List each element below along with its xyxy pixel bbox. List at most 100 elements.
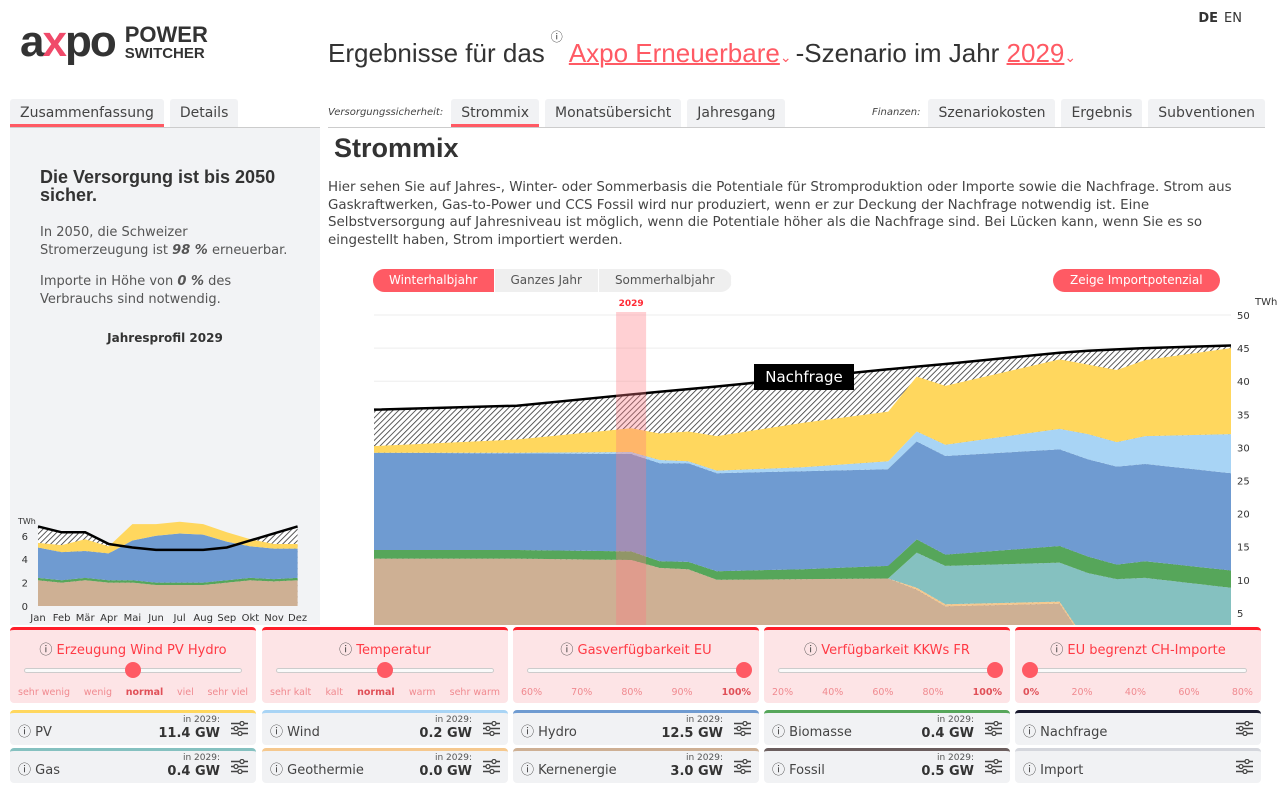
slider-option[interactable]: warm: [408, 687, 436, 698]
info-icon[interactable]: ⓘ: [39, 643, 53, 658]
info-icon[interactable]: ⓘ: [550, 30, 563, 44]
sliders-settings-icon[interactable]: [231, 721, 248, 736]
y-tick-label: 45: [1237, 344, 1250, 355]
page-title: Ergebnisse für dasⓘAxpo Erneuerbare⌄ -Sze…: [328, 30, 1077, 68]
info-icon[interactable]: ⓘ: [270, 725, 284, 740]
slider-option[interactable]: 90%: [671, 687, 693, 698]
chevron-down-icon[interactable]: ⌄: [1064, 49, 1077, 65]
slider-option[interactable]: 80%: [1231, 687, 1253, 698]
slider-track[interactable]: [527, 662, 752, 678]
slider-thumb[interactable]: [377, 662, 393, 678]
period-year[interactable]: Ganzes Jahr: [495, 269, 599, 292]
slider-track[interactable]: [276, 662, 494, 678]
tab-subventionen[interactable]: Subventionen: [1148, 99, 1265, 127]
y-tick-label: 40: [1237, 377, 1250, 388]
slider-option[interactable]: 80%: [922, 687, 944, 698]
slider-option[interactable]: sehr viel: [207, 687, 248, 698]
summary-headline: Die Versorgung ist bis 2050 sicher.: [40, 167, 276, 205]
slider-option[interactable]: 20%: [1071, 687, 1093, 698]
highlight-year-band[interactable]: [616, 312, 647, 625]
info-icon[interactable]: ⓘ: [18, 763, 32, 778]
info-icon[interactable]: ⓘ: [804, 643, 818, 658]
slider-option[interactable]: sehr wenig: [18, 687, 71, 698]
slider-option[interactable]: 40%: [1124, 687, 1147, 698]
slider-thumb[interactable]: [987, 662, 1003, 678]
period-summer[interactable]: Sommerhalbjahr: [599, 269, 732, 292]
tab-szenariokosten[interactable]: Szenariokosten: [928, 99, 1056, 127]
slider-option[interactable]: sehr kalt: [270, 687, 312, 698]
slider-card: ⓘ EU begrenzt CH-Importe 0% 20% 40% 60% 80%: [1015, 627, 1261, 703]
y-tick-label: 5: [1237, 609, 1243, 620]
sliders-settings-icon[interactable]: [985, 759, 1002, 774]
slider-option[interactable]: 0%: [1023, 687, 1040, 698]
main-area-wind: [374, 428, 1231, 474]
tab-monatsuebersicht[interactable]: Monatsübersicht: [545, 99, 682, 127]
info-icon[interactable]: ⓘ: [1023, 763, 1037, 778]
slider-option[interactable]: viel: [177, 687, 194, 698]
info-icon[interactable]: ⓘ: [339, 643, 353, 658]
axpo-power-switcher-logo[interactable]: axpo POWER SWITCHER: [20, 20, 208, 64]
period-winter[interactable]: Winterhalbjahr: [373, 269, 495, 292]
info-icon[interactable]: ⓘ: [521, 725, 535, 740]
main-area-hydro: [374, 441, 1231, 572]
slider-track[interactable]: [778, 662, 1003, 678]
year-select[interactable]: 2029: [1006, 38, 1065, 68]
slider-card: ⓘ Gasverfügbarkeit EU 60% 70% 80% 90% 100%: [513, 627, 759, 703]
info-icon[interactable]: ⓘ: [772, 725, 786, 740]
sliders-settings-icon[interactable]: [985, 721, 1002, 736]
sliders-settings-icon[interactable]: [483, 721, 500, 736]
slider-option[interactable]: 100%: [972, 687, 1002, 698]
info-icon[interactable]: ⓘ: [521, 763, 535, 778]
slider-option[interactable]: 60%: [872, 687, 894, 698]
slider-option[interactable]: wenig: [83, 687, 113, 698]
chevron-down-icon[interactable]: ⌄: [779, 49, 792, 65]
slider-option[interactable]: 100%: [721, 687, 751, 698]
sliders-settings-icon[interactable]: [734, 759, 751, 774]
slider-option[interactable]: 60%: [1178, 687, 1200, 698]
slider-option[interactable]: kalt: [325, 687, 343, 698]
lang-de[interactable]: DE: [1198, 11, 1219, 26]
slider-thumb[interactable]: [736, 662, 752, 678]
x-tick-label: Okt: [242, 613, 260, 624]
main-tabs: Versorgungssicherheit: Strommix Monatsüb…: [328, 98, 1265, 128]
info-icon[interactable]: ⓘ: [18, 725, 32, 740]
info-icon[interactable]: ⓘ: [772, 763, 786, 778]
info-icon[interactable]: ⓘ: [1023, 725, 1037, 740]
slider-thumb[interactable]: [125, 662, 141, 678]
y-tick-label: 50: [1237, 311, 1250, 322]
sliders-settings-icon[interactable]: [483, 759, 500, 774]
slider-option[interactable]: 70%: [571, 687, 593, 698]
source-capacity: 3.0 GW: [670, 764, 723, 779]
tab-zusammenfassung[interactable]: Zusammenfassung: [10, 99, 164, 127]
source-card-gas: ⓘ Gas in 2029: 0.4 GW: [10, 748, 256, 783]
tab-ergebnis[interactable]: Ergebnis: [1061, 99, 1143, 127]
info-icon[interactable]: ⓘ: [270, 763, 284, 778]
left-tabs: Zusammenfassung Details: [10, 98, 320, 128]
lang-en[interactable]: EN: [1224, 11, 1242, 26]
slider-option[interactable]: 80%: [621, 687, 643, 698]
y-tick-label: 0: [22, 602, 28, 613]
sliders-settings-icon[interactable]: [1236, 759, 1253, 774]
slider-option[interactable]: 20%: [772, 687, 794, 698]
slider-option[interactable]: normal: [125, 687, 164, 698]
slider-option[interactable]: 40%: [822, 687, 844, 698]
tab-details[interactable]: Details: [169, 99, 239, 127]
sliders-settings-icon[interactable]: [734, 721, 751, 736]
slider-option[interactable]: sehr warm: [449, 687, 500, 698]
info-icon[interactable]: ⓘ: [560, 643, 574, 658]
info-icon[interactable]: ⓘ: [1050, 643, 1064, 658]
tab-jahresgang[interactable]: Jahresgang: [687, 99, 786, 127]
scenario-select[interactable]: Axpo Erneuerbare: [568, 38, 780, 68]
slider-track[interactable]: [1022, 662, 1247, 678]
y-tick-label: 15: [1237, 543, 1250, 554]
slider-track[interactable]: [24, 662, 242, 678]
show-import-potential-button[interactable]: Zeige Importpotenzial: [1053, 269, 1220, 292]
slider-option[interactable]: normal: [357, 687, 395, 698]
sliders-settings-icon[interactable]: [231, 759, 248, 774]
slider-option[interactable]: 60%: [521, 687, 543, 698]
tab-strommix[interactable]: Strommix: [451, 99, 540, 127]
x-tick-label: Nov: [264, 613, 284, 624]
slider-thumb[interactable]: [1022, 662, 1038, 678]
sliders-settings-icon[interactable]: [1236, 721, 1253, 736]
supply-tabs-label: Versorgungssicherheit:: [328, 107, 444, 118]
